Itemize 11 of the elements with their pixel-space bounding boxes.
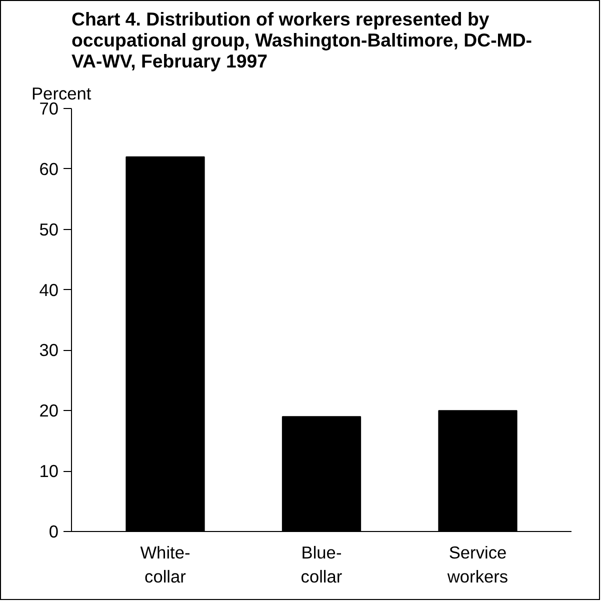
chart-title: Chart 4. Distribution of workers represented by occupational group, Washington-Baltimore, DC-MD-VA-WV, February 1997 bbox=[72, 8, 532, 72]
y-tick-label: 60 bbox=[39, 158, 59, 179]
y-tick-label: 20 bbox=[39, 400, 59, 421]
y-tick-label: 0 bbox=[48, 522, 59, 542]
y-tick-label: 30 bbox=[39, 340, 59, 360]
y-tick-label: 10 bbox=[39, 461, 59, 482]
x-tick-label: Service workers bbox=[446, 542, 508, 586]
y-tick-label: 40 bbox=[39, 280, 59, 300]
y-tick-label: 50 bbox=[39, 219, 59, 240]
x-tick-label: White-collar bbox=[140, 542, 190, 586]
x-tick-label: Blue-collar bbox=[300, 542, 342, 586]
